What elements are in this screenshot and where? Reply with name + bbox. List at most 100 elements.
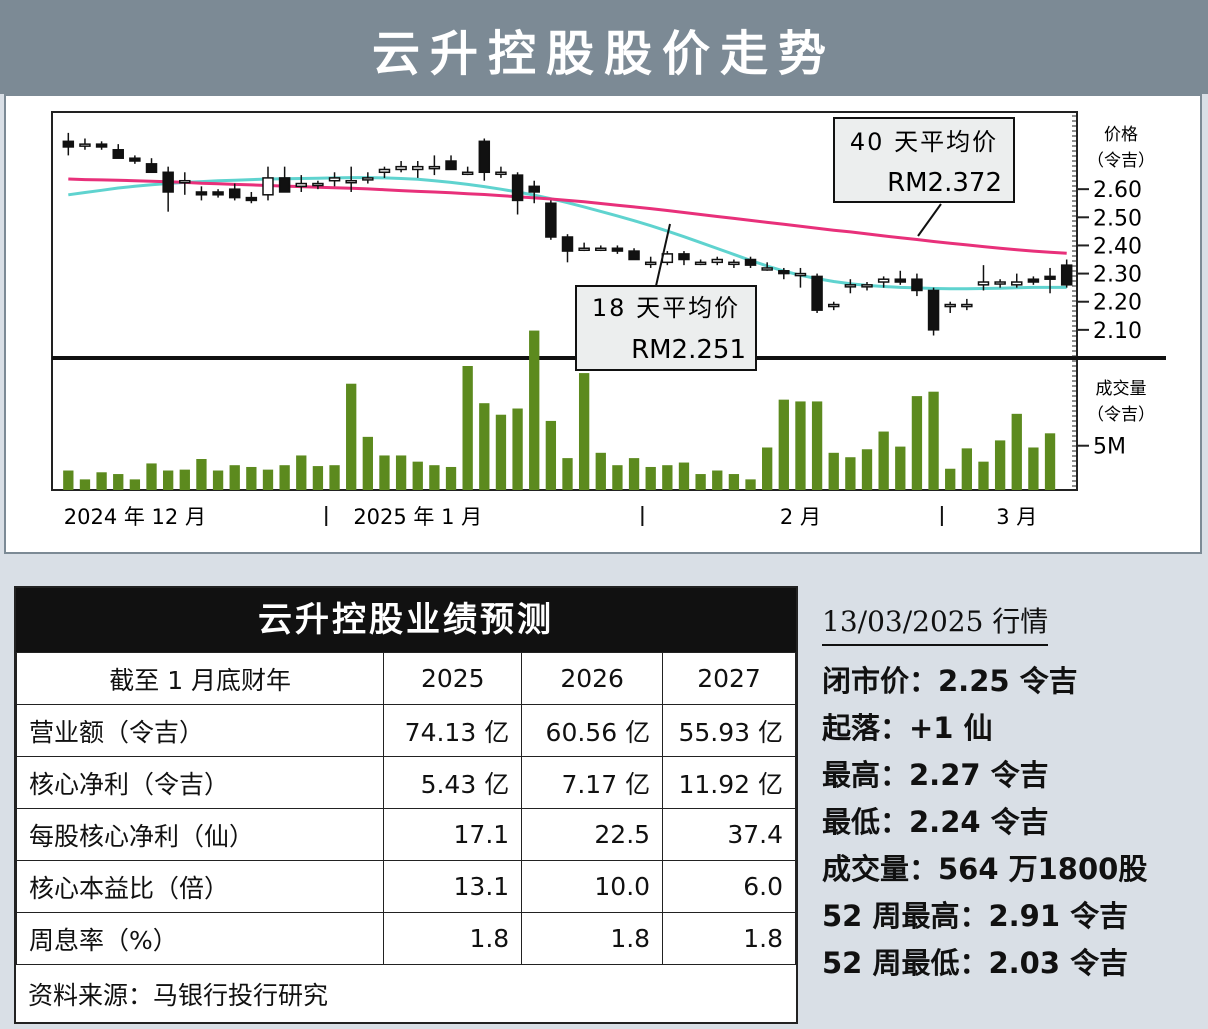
volume-bar <box>645 466 656 490</box>
volume-bar <box>695 474 706 490</box>
source-note: 资料来源：马银行投行研究 <box>28 981 329 1010</box>
volume-axis-unit: （令吉） <box>1087 405 1155 425</box>
price-axis-unit: （令吉） <box>1087 151 1155 171</box>
market-panel: 13/03/2025 行情 闭市价：2.25 令吉 起落：+1 仙最高：2.27 … <box>822 600 1202 987</box>
volume-bar <box>529 330 540 490</box>
candle-body <box>328 177 341 182</box>
volume-bar <box>662 465 673 490</box>
table-cell: 1.8 <box>383 912 523 965</box>
volume-bar <box>911 396 923 490</box>
volume-bar <box>628 458 640 490</box>
volume-bar <box>445 466 457 490</box>
table-cell: 10.0 <box>521 860 664 913</box>
volume-bar <box>262 469 274 490</box>
title-bar: 云升控股股价走势 <box>0 0 1208 94</box>
candle-body <box>145 163 158 174</box>
candle-body <box>495 171 507 176</box>
candle-body <box>162 171 174 193</box>
candle-body <box>778 270 790 275</box>
table-cell: 55.93 亿 <box>662 704 796 757</box>
forecast-table: 截至 1 月底财年 2025 2026 2027 营业额（令吉） 74.13 亿 60.56… <box>15 652 796 965</box>
table-cell: 6.0 <box>662 860 796 913</box>
candle-body <box>811 275 823 311</box>
table-cell: 11.92 亿 <box>662 756 796 809</box>
candle-body <box>1060 264 1073 286</box>
candle-body <box>445 160 457 171</box>
table-cell: 7.17 亿 <box>521 756 664 809</box>
volume-bar <box>828 452 839 490</box>
candle-body <box>827 303 840 308</box>
volume-bar <box>495 414 507 490</box>
volume-bar <box>728 474 740 490</box>
volume-bar <box>462 366 473 490</box>
candle-body <box>545 202 557 238</box>
table-cell: 5.43 亿 <box>383 756 523 809</box>
volume-bar <box>811 401 823 490</box>
market-stat: 闭市价：2.25 令吉 <box>822 664 1078 698</box>
volume-bar <box>129 479 141 490</box>
table-cell: 22.5 <box>521 808 664 861</box>
candle-body <box>262 177 274 196</box>
ma18-line <box>68 176 1067 291</box>
volume-bar <box>279 465 290 490</box>
candle-body <box>511 174 524 202</box>
table-row: 核心净利（令吉） 5.43 亿 7.17 亿 11.92 亿 <box>15 756 796 809</box>
candle-body <box>961 303 973 308</box>
candle-body <box>362 177 374 181</box>
candle-body <box>744 258 757 266</box>
table-cell: 17.1 <box>383 808 523 861</box>
candle-body <box>877 278 890 283</box>
candle-body <box>678 253 690 261</box>
volume-bar <box>196 459 207 490</box>
volume-bar <box>978 461 989 490</box>
candle-body <box>1044 275 1056 280</box>
table-cell: 1.8 <box>662 912 796 965</box>
market-stat: 最低：2.24 令吉 <box>822 805 1049 839</box>
volume-bar <box>945 468 956 490</box>
candle-body <box>245 196 258 202</box>
volume-bar <box>179 469 190 490</box>
market-stat: 起落：+1 仙 <box>822 711 993 745</box>
row-label: 核心净利（令吉） <box>15 756 385 809</box>
volume-bar <box>745 479 756 490</box>
candle-body <box>894 278 907 283</box>
candle-body <box>595 247 607 252</box>
candle-body <box>628 250 640 261</box>
candle-body <box>927 289 940 331</box>
volume-tick-label: 5M <box>1093 435 1126 460</box>
candle-body <box>761 267 773 271</box>
volume-bar <box>512 408 523 490</box>
candle-body <box>195 191 208 196</box>
volume-bar <box>545 420 557 490</box>
x-axis-label: 3 月 <box>996 505 1037 529</box>
candle-body <box>561 236 574 252</box>
volume-bar <box>395 455 407 490</box>
price-tick-label: 2.40 <box>1093 234 1142 259</box>
candle-body <box>1011 281 1023 286</box>
volume-bar <box>212 470 224 490</box>
candle-body <box>378 168 391 174</box>
candle-body <box>312 182 324 187</box>
volume-bar <box>861 449 873 490</box>
volume-bar <box>778 399 789 490</box>
table-cell: 2025 <box>383 652 523 705</box>
candle-body <box>345 179 357 184</box>
volume-bar <box>1044 433 1056 490</box>
table-cell: 1.8 <box>521 912 664 965</box>
candle-body <box>861 284 873 288</box>
ma18-callout <box>575 285 757 371</box>
volume-bar <box>429 465 440 490</box>
volume-bar <box>712 470 723 490</box>
candle-body <box>278 177 291 193</box>
candle-body <box>528 185 540 193</box>
volume-bar <box>612 465 623 490</box>
market-stat: 52 周最高：2.91 令吉 <box>822 899 1129 933</box>
table-row: 每股核心净利（仙） 17.1 22.5 37.4 <box>15 808 796 861</box>
candle-body <box>611 247 624 252</box>
market-stat: 最高：2.27 令吉 <box>822 758 1049 792</box>
table-cell: 37.4 <box>662 808 796 861</box>
candle-body <box>844 284 857 288</box>
volume-bar <box>346 383 357 490</box>
candle-body <box>62 140 75 148</box>
row-label: 每股核心净利（仙） <box>15 808 385 861</box>
